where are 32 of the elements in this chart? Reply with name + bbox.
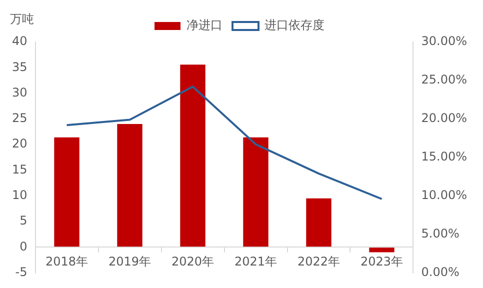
x-tick-label: 2023年 xyxy=(360,254,404,268)
y2-tick-label: 0.00% xyxy=(421,264,460,279)
bar xyxy=(243,137,268,247)
y-tick-label: 0 xyxy=(20,239,28,254)
bar xyxy=(369,248,394,252)
y-tick-label: 10 xyxy=(12,188,28,202)
legend-label: 净进口 xyxy=(186,18,222,32)
bar xyxy=(117,124,142,247)
y-tick-label: -5 xyxy=(15,264,28,279)
y-tick-label: 5 xyxy=(20,214,28,228)
y-tick-label: 40 xyxy=(12,34,28,48)
y2-tick-label: 20.00% xyxy=(421,111,468,126)
y2-tick-label: 15.00% xyxy=(421,150,468,164)
y2-tick-label: 10.00% xyxy=(421,188,468,202)
x-tick-label: 2021年 xyxy=(234,254,278,268)
bar xyxy=(54,137,80,247)
y-axis-title: 万吨 xyxy=(10,12,34,26)
x-tick-label: 2022年 xyxy=(297,254,340,268)
y2-tick-label: 5.00% xyxy=(421,226,460,240)
y2-tick-label: 30.00% xyxy=(421,34,468,48)
x-tick-label: 2018年 xyxy=(45,254,88,268)
y-tick-label: 35 xyxy=(12,60,28,74)
y-tick-label: 25 xyxy=(12,111,28,126)
x-tick-label: 2019年 xyxy=(108,254,152,268)
y-tick-label: 30 xyxy=(12,85,28,100)
y-tick-label: 20 xyxy=(12,136,28,151)
y-tick-label: 15 xyxy=(12,162,28,176)
bar xyxy=(180,64,206,247)
bar xyxy=(306,198,332,247)
y2-tick-label: 25.00% xyxy=(421,72,468,87)
legend-label: 进口依存度 xyxy=(264,18,324,32)
x-tick-label: 2020年 xyxy=(171,254,214,268)
